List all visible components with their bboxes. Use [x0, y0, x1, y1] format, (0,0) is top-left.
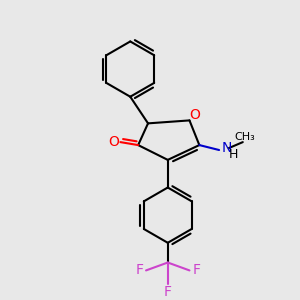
Text: H: H — [229, 148, 239, 161]
Text: CH₃: CH₃ — [234, 132, 255, 142]
Text: N: N — [222, 141, 232, 155]
Text: F: F — [192, 263, 200, 278]
Text: F: F — [135, 263, 143, 278]
Text: O: O — [108, 135, 119, 149]
Text: O: O — [189, 109, 200, 122]
Text: F: F — [164, 285, 172, 299]
